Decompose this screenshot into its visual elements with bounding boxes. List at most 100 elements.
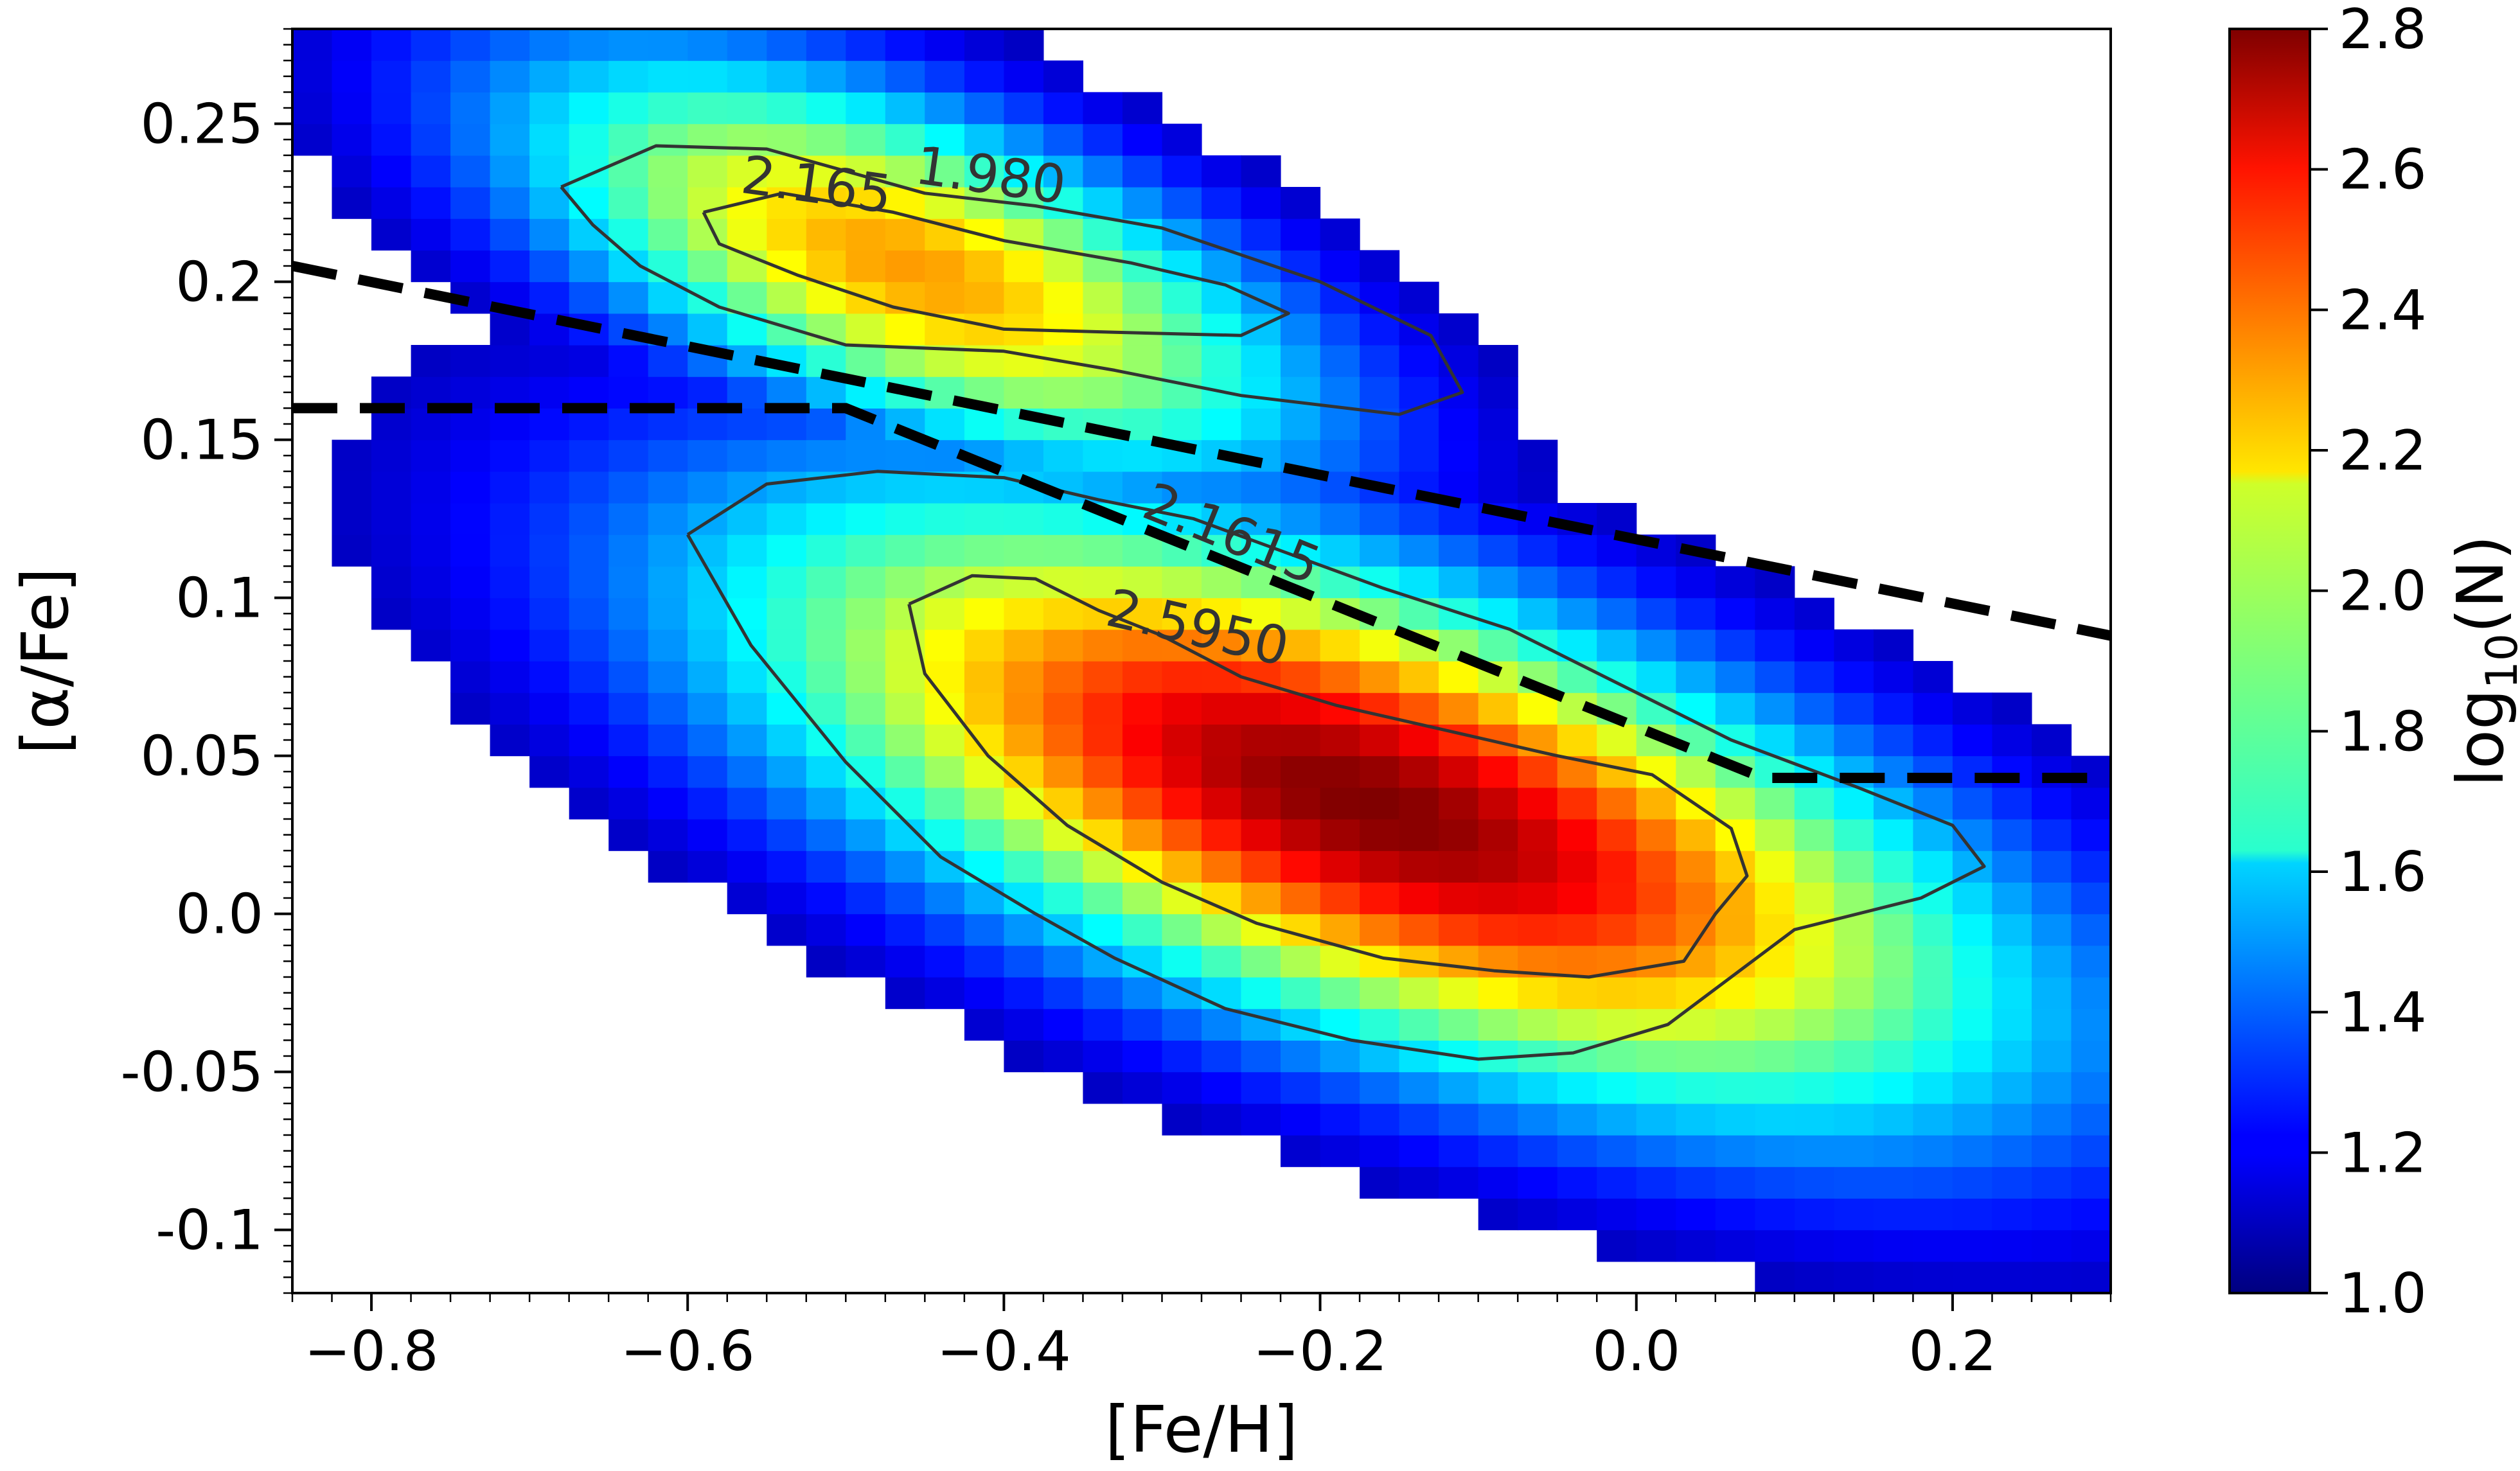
x-tick-label: 0.2	[1909, 1319, 1997, 1384]
heatmap-bin	[1043, 629, 1083, 662]
heatmap-bin	[964, 787, 1004, 820]
heatmap-bin	[1320, 408, 1360, 441]
heatmap-bin	[1241, 977, 1281, 1009]
heatmap-bin	[964, 661, 1004, 693]
heatmap-bin	[608, 92, 649, 125]
heatmap-bin	[767, 408, 807, 441]
heatmap-bin	[569, 408, 609, 441]
heatmap-bin	[1755, 977, 1795, 1009]
heatmap-bin	[1597, 1135, 1637, 1167]
heatmap-bin	[1162, 155, 1202, 188]
heatmap-bin	[2071, 1040, 2111, 1073]
heatmap-bin	[1202, 692, 1242, 725]
heatmap-bin	[1399, 566, 1439, 599]
heatmap-bin	[1004, 439, 1044, 472]
heatmap-bin	[1122, 534, 1163, 567]
heatmap-bin	[806, 92, 846, 125]
heatmap-bin	[964, 281, 1004, 314]
heatmap-bin	[608, 187, 649, 219]
heatmap-bin	[2032, 850, 2072, 883]
heatmap-bin	[1360, 787, 1400, 820]
heatmap-bin	[1952, 1135, 1992, 1167]
heatmap-bin	[1122, 281, 1163, 314]
heatmap-bin	[1873, 1167, 1913, 1199]
heatmap-bin	[1597, 819, 1637, 851]
heatmap-bin	[529, 566, 570, 599]
heatmap-bin	[1715, 1198, 1755, 1231]
heatmap-bin	[1043, 1009, 1083, 1041]
heatmap-bin	[1478, 977, 1518, 1009]
heatmap-bin	[2071, 1135, 2111, 1167]
heatmap-bin	[1755, 1103, 1795, 1136]
heatmap-bin	[1320, 661, 1360, 693]
heatmap-bin	[1676, 692, 1716, 725]
heatmap-bin	[1202, 187, 1242, 219]
heatmap-bin	[648, 566, 688, 599]
heatmap-bin	[1478, 1071, 1518, 1104]
heatmap-bin	[608, 597, 649, 630]
heatmap-bin	[450, 661, 491, 693]
heatmap-bin	[727, 850, 767, 883]
heatmap-bin	[1122, 471, 1163, 504]
heatmap-bin	[490, 471, 530, 504]
heatmap-bin	[688, 692, 728, 725]
y-tick-label: 0.15	[141, 409, 263, 473]
heatmap-bin	[1122, 787, 1163, 820]
heatmap-bin	[1834, 629, 1874, 662]
heatmap-bin	[1043, 503, 1083, 535]
heatmap-bin	[1202, 787, 1242, 820]
heatmap-bin	[1202, 1103, 1242, 1136]
heatmap-bin	[1083, 755, 1123, 788]
heatmap-bin	[1399, 913, 1439, 946]
heatmap-bin	[1834, 1167, 1874, 1199]
heatmap-bin	[1162, 913, 1202, 946]
heatmap-bin	[1834, 724, 1874, 757]
heatmap-bin	[529, 92, 570, 125]
heatmap-bin	[1794, 1009, 1834, 1041]
heatmap-bin	[1043, 1040, 1083, 1073]
heatmap-bin	[1281, 408, 1321, 441]
heatmap-bin	[1399, 882, 1439, 915]
heatmap-bin	[490, 661, 530, 693]
heatmap-bin	[806, 218, 846, 251]
heatmap-bin	[1241, 755, 1281, 788]
heatmap-bin	[767, 913, 807, 946]
heatmap-bin	[925, 629, 965, 662]
heatmap-bin	[806, 629, 846, 662]
heatmap-bin	[688, 724, 728, 757]
heatmap-bin	[332, 503, 372, 535]
heatmap-bin	[1122, 977, 1163, 1009]
heatmap-bin	[1992, 819, 2032, 851]
heatmap-bin	[1083, 281, 1123, 314]
heatmap-bin	[1992, 850, 2032, 883]
heatmap-bin	[688, 123, 728, 156]
heatmap-bin	[1202, 977, 1242, 1009]
heatmap-bin	[1399, 977, 1439, 1009]
heatmap-bin	[1281, 218, 1321, 251]
heatmap-bin	[1162, 945, 1202, 978]
heatmap-bin	[1399, 597, 1439, 630]
heatmap-bin	[1478, 819, 1518, 851]
heatmap-bin	[1913, 850, 1953, 883]
heatmap-bin	[529, 661, 570, 693]
heatmap-bin	[1952, 1071, 1992, 1104]
heatmap-bin	[1281, 787, 1321, 820]
heatmap-bin	[1202, 471, 1242, 504]
heatmap-bin	[964, 408, 1004, 441]
heatmap-bin	[885, 439, 925, 472]
heatmap-bin	[1636, 566, 1676, 599]
heatmap-bin	[767, 755, 807, 788]
heatmap-bin	[411, 345, 451, 377]
heatmap-bin	[1241, 724, 1281, 757]
x-axis-ticks: −0.8 −0.6 −0.4 −0.2 0.0 0.2	[291, 1293, 2112, 1384]
heatmap-bin	[569, 566, 609, 599]
heatmap-bin	[450, 597, 491, 630]
heatmap-bin	[1952, 1009, 1992, 1041]
heatmap-bin	[1281, 1135, 1321, 1167]
heatmap-bin	[767, 787, 807, 820]
heatmap-bin	[2071, 1229, 2111, 1262]
heatmap-bin	[490, 534, 530, 567]
heatmap-bin	[1241, 882, 1281, 915]
heatmap-bin	[1873, 692, 1913, 725]
heatmap-bin	[1676, 1229, 1716, 1262]
